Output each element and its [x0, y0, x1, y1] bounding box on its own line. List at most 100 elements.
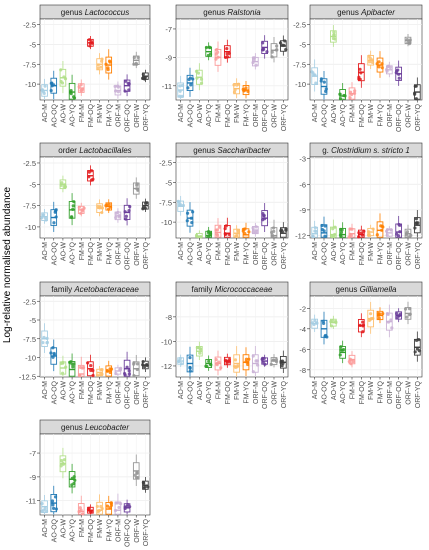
data-point — [236, 229, 240, 234]
data-point — [367, 232, 371, 237]
data-point — [70, 483, 74, 487]
data-point — [195, 346, 199, 350]
data-point — [223, 227, 227, 231]
data-point — [332, 235, 336, 239]
data-point — [91, 368, 95, 373]
box-ao-oq — [49, 70, 58, 100]
data-point — [208, 46, 212, 50]
data-point — [311, 234, 315, 238]
panel-saccharibacter: genus Saccharibacter-10-7.5-5-2.5AO-M AO-… — [159, 142, 289, 270]
box-fm-m — [77, 202, 86, 217]
data-point — [105, 504, 110, 508]
data-point — [141, 207, 145, 211]
box-orf-m — [251, 346, 260, 377]
box-orf-m — [251, 53, 259, 70]
data-point — [51, 503, 55, 507]
box-fm-oq — [86, 354, 95, 378]
x-tick-label: AO-YQ — [340, 241, 347, 264]
panel-apibacter: genus Apibacter-10-7.5-5-2.5AO-M AO-OQ AO-… — [293, 4, 423, 132]
data-point — [367, 230, 371, 234]
box-ao-w — [329, 315, 338, 329]
panel-title-taxon: Saccharibacter — [217, 146, 271, 155]
y-tick-label: -6 — [299, 180, 306, 189]
x-tick-label: ORF-OQ — [262, 103, 269, 132]
x-tick-label: FM-OQ — [88, 380, 95, 404]
x-tick-label: AO-OQ — [51, 241, 58, 265]
y-tick-label: -2 — [299, 304, 306, 313]
data-point — [177, 359, 181, 363]
x-tick-label: FM-M — [350, 381, 357, 399]
x-tick-label: FM-YQ — [378, 103, 385, 126]
x-tick-label: ORF-OQ — [125, 518, 132, 547]
data-point — [124, 79, 128, 83]
x-tick-label: FM-OQ — [359, 380, 366, 404]
x-tick-label: FM-OQ — [225, 380, 232, 404]
y-tick-label: -8 — [165, 313, 172, 322]
data-point — [208, 52, 213, 56]
box-fm-m — [214, 218, 222, 238]
data-point — [80, 512, 85, 516]
data-point — [329, 324, 334, 328]
data-point — [339, 345, 343, 349]
data-point — [109, 367, 114, 371]
box-fm-w — [367, 301, 375, 334]
data-point — [42, 335, 46, 340]
box-ao-m — [176, 195, 186, 216]
data-point — [108, 205, 113, 209]
data-point — [413, 91, 417, 95]
data-point — [377, 65, 381, 69]
plot-area — [175, 156, 289, 239]
box-ao-m — [40, 495, 49, 515]
data-point — [225, 52, 229, 56]
box-fm-oq — [357, 55, 365, 88]
data-point — [323, 234, 327, 238]
y-tick-label: -7.5 — [23, 202, 36, 211]
data-point — [408, 312, 412, 316]
box-fm-oq — [223, 353, 231, 368]
data-point — [270, 50, 274, 54]
data-point — [351, 359, 355, 364]
box-ao-yq — [68, 193, 76, 226]
data-point — [59, 464, 63, 468]
panel-leucobacter: genus Leucobacter -11 -9 -7 AO-M AO-OQ AO-W AO-… — [26, 419, 151, 547]
x-tick-label: FM-YQ — [106, 380, 113, 403]
panel-title-taxon: Acetobacteraceae — [73, 285, 139, 294]
data-point — [59, 183, 63, 187]
box-fm-m — [77, 356, 86, 378]
data-point — [360, 233, 364, 237]
data-point — [205, 364, 209, 369]
data-point — [199, 235, 203, 239]
data-point — [89, 363, 93, 368]
data-point — [79, 83, 83, 87]
box-fm-oq — [87, 165, 95, 186]
box-orf-oq — [395, 308, 403, 323]
x-tick-label: ORF-OQ — [262, 380, 269, 409]
data-point — [52, 351, 56, 356]
data-point — [86, 361, 90, 365]
x-tick-label: ORF-YQ — [415, 380, 422, 408]
box-orf-m — [251, 222, 259, 237]
plot-area — [309, 156, 423, 239]
data-point — [95, 504, 99, 509]
x-tick-label: FM-W — [234, 381, 241, 400]
data-point — [141, 72, 145, 76]
data-point — [274, 359, 279, 364]
y-tick-label: -11 — [26, 497, 36, 506]
data-point — [90, 169, 94, 173]
data-point — [342, 93, 346, 98]
data-point — [61, 371, 65, 375]
plot-area — [39, 433, 151, 516]
box-orf-oq — [260, 354, 269, 367]
x-tick-label: AO-YQ — [70, 103, 77, 126]
data-point — [311, 71, 315, 75]
data-point — [338, 233, 343, 237]
data-point — [233, 88, 237, 92]
data-point — [357, 75, 361, 79]
data-point — [415, 347, 419, 351]
x-tick-label: FM-M — [216, 381, 223, 399]
x-tick-label: AO-W — [197, 104, 204, 123]
data-point — [88, 44, 92, 48]
data-point — [116, 90, 121, 94]
data-point — [414, 84, 418, 88]
plot-area — [309, 295, 423, 378]
